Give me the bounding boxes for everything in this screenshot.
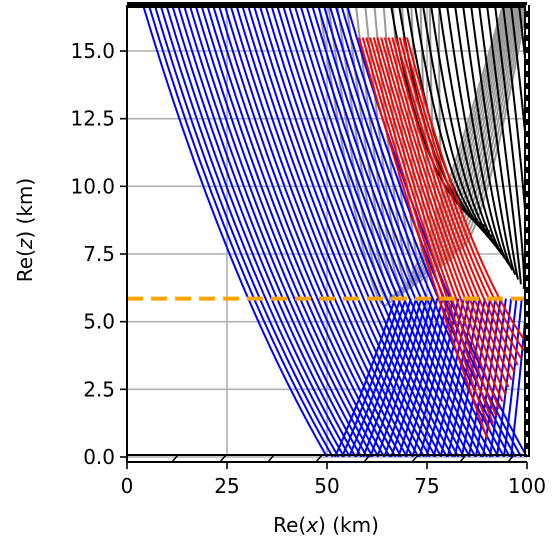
red-ray: [372, 37, 501, 410]
blue-up-ray: [383, 298, 433, 457]
blue-up-ray: [439, 298, 476, 457]
blue-down-ray: [188, 5, 374, 457]
blue-down-ray: [177, 5, 363, 457]
x-tick-label: 100: [508, 474, 546, 498]
blue-down-ray: [153, 5, 340, 457]
blue-down-ray: [147, 5, 334, 457]
x-tick-label: 0: [121, 474, 134, 498]
blue-up-ray: [467, 298, 497, 457]
y-tick-label: 12.5: [70, 107, 115, 131]
ticks: 0 25 50 75 100 0.0 2.5 5.0 7.5 10.0 12.5 15.0: [70, 39, 546, 498]
red-ray: [398, 37, 522, 359]
blue-down-ray: [270, 5, 454, 457]
blue-down-ray: [340, 5, 523, 457]
blue-up-ray: [334, 298, 396, 457]
black-ray: [478, 5, 520, 280]
blue-up-ray: [446, 298, 481, 457]
red-ray: [406, 37, 527, 344]
y-tick-label: 5.0: [83, 310, 115, 334]
blue-down-ray: [165, 5, 351, 457]
blue-down-ray: [293, 5, 477, 457]
hatch-mark: [507, 454, 515, 463]
blue-down-ray: [142, 5, 328, 457]
red-ray: [387, 37, 513, 381]
blue-up-ray: [376, 298, 428, 457]
blue-down-ray: [328, 5, 511, 457]
blue-down-ray: [229, 5, 414, 457]
black-ray: [462, 5, 514, 271]
hatch-mark: [363, 454, 371, 463]
hatch-mark: [315, 454, 323, 463]
blue-up-ray: [397, 298, 444, 457]
red-ray: [376, 37, 504, 403]
blue-down-ray: [287, 5, 471, 457]
blue-down-ray: [159, 5, 346, 457]
blue-down-ray: [246, 5, 431, 457]
x-tick-label: 75: [414, 474, 439, 498]
hatch-mark: [171, 454, 179, 463]
hatch-mark: [459, 454, 467, 463]
blue-down-ray: [223, 5, 408, 457]
blue-up-ray: [348, 298, 407, 457]
blue-down-ray: [281, 5, 466, 457]
blue-up-ray: [460, 298, 492, 457]
red-ray: [394, 37, 519, 366]
red-ray: [402, 37, 525, 352]
black-ray: [454, 5, 511, 266]
y-tick-label: 10.0: [70, 174, 115, 198]
black-ray: [494, 5, 525, 290]
blue-down-ray: [276, 5, 460, 457]
blue-up-ray: [341, 298, 402, 457]
blue-down-ray: [305, 5, 488, 457]
blue-down-ray: [299, 5, 483, 457]
black-ray: [470, 5, 517, 276]
grey-ray: [428, 5, 527, 265]
blue-down-ray: [235, 5, 420, 457]
red-ray: [365, 37, 495, 424]
blue-down-ray: [171, 5, 357, 457]
blue-up-ray: [362, 298, 418, 457]
hatch-mark: [267, 454, 275, 463]
blue-down-ray: [334, 5, 517, 457]
blue-up-ray: [432, 298, 470, 457]
x-tick-label: 50: [314, 474, 339, 498]
y-tick-label: 15.0: [70, 39, 115, 63]
hatch-mark: [411, 454, 419, 463]
blue-down-ray: [194, 5, 380, 457]
blue-up-ray: [355, 298, 412, 457]
y-tick-label: 0.0: [83, 445, 115, 469]
y-axis-label: Re(z) (km): [13, 178, 37, 282]
red-ray: [391, 37, 516, 373]
blue-up-ray: [453, 298, 486, 457]
black-ray: [510, 5, 527, 165]
axes: [126, 2, 530, 463]
blue-down-ray: [182, 5, 368, 457]
red-ray: [380, 37, 507, 395]
black-ray: [430, 5, 502, 252]
red-ray: [358, 37, 488, 439]
black-ray: [446, 5, 508, 262]
rays: [142, 5, 527, 457]
hatch-mark: [219, 454, 227, 463]
y-tick-label: 7.5: [83, 242, 115, 266]
blue-up-ray: [404, 298, 449, 457]
blue-down-ray: [241, 5, 426, 457]
red-ray: [383, 37, 510, 388]
black-ray: [486, 5, 522, 285]
blue-up-ray: [411, 298, 455, 457]
red-ray: [361, 37, 492, 432]
blue-down-ray: [217, 5, 403, 457]
black-ray: [438, 5, 505, 257]
blue-up-ray: [502, 298, 523, 457]
blue-up-ray: [390, 298, 439, 457]
blue-up-ray: [369, 298, 423, 457]
x-tick-label: 25: [214, 474, 239, 498]
y-tick-label: 2.5: [83, 377, 115, 401]
x-axis-label: Re(x) (km): [273, 513, 379, 537]
red-ray: [369, 37, 498, 417]
